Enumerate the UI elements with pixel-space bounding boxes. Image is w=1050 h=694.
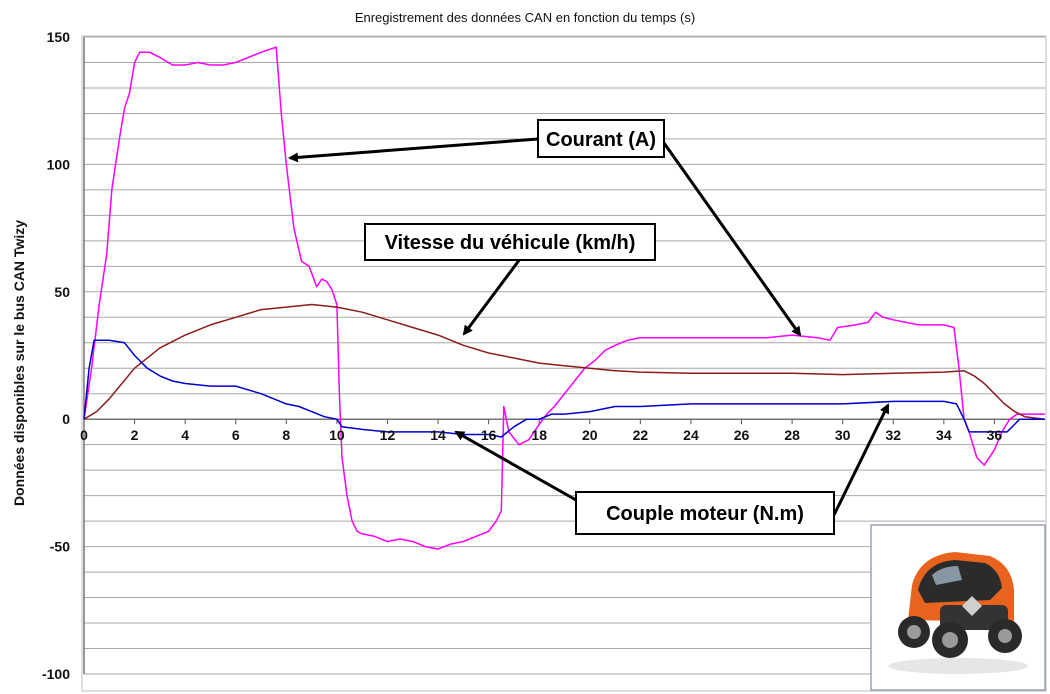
couple-callout-box <box>575 491 835 535</box>
y-axis-label: Données disponibles sur le bus CAN Twizy <box>11 220 27 506</box>
tick-labels: 0 2 4 6 8 10 12 14 16 18 20 22 24 26 28 30 32 34 361501005… <box>42 29 1002 682</box>
x-tick-label: 0 <box>80 427 88 443</box>
y-tick-label: 0 <box>62 411 70 427</box>
series-lines <box>83 46 1046 550</box>
x-tick-label: 4 <box>181 427 189 443</box>
series-line-vitesse-du-v-hicule-km-h <box>83 303 1046 420</box>
x-tick-label: 8 <box>282 427 290 443</box>
x-tick-label: 10 <box>329 427 345 443</box>
x-tick-label: 32 <box>885 427 901 443</box>
series-line-couple-moteur-n-m <box>83 339 1045 438</box>
x-tick-label: 30 <box>835 427 851 443</box>
courant-arrow-1 <box>288 137 539 163</box>
x-tick-label: 18 <box>531 427 547 443</box>
x-tick-label: 20 <box>582 427 598 443</box>
x-tick-label: 24 <box>683 427 699 443</box>
x-tick-label: 6 <box>232 427 240 443</box>
couple-callout-label: Couple moteur (N.m) <box>606 503 804 525</box>
plot-border <box>81 35 1047 692</box>
x-tick-label: 2 <box>131 427 139 443</box>
x-tick-label: 22 <box>633 427 649 443</box>
x-tick-label: 12 <box>380 427 396 443</box>
courant-callout-box <box>537 119 665 158</box>
x-tick-label: 14 <box>430 427 446 443</box>
y-tick-label: -50 <box>50 539 70 555</box>
vitesse-callout-box <box>364 223 656 261</box>
x-tick-label: 28 <box>784 427 800 443</box>
x-tick-label: 16 <box>481 427 497 443</box>
vitesse-callout-label: Vitesse du véhicule (km/h) <box>385 232 636 254</box>
axes <box>83 37 1045 674</box>
x-tick-label: 34 <box>936 427 952 443</box>
x-tick-label: 26 <box>734 427 750 443</box>
annotations: Courant (A) Vitesse du véhicule (km/h) C… <box>288 119 890 535</box>
twizy-car-image <box>870 524 1046 691</box>
vitesse-arrow <box>462 258 522 336</box>
courant-arrow-2 <box>662 142 802 337</box>
series-line-courant-a <box>83 46 1045 550</box>
y-tick-label: 100 <box>47 156 71 172</box>
couple-arrow-2 <box>832 403 890 516</box>
y-tick-label: 50 <box>54 284 70 300</box>
courant-callout-label: Courant (A) <box>546 129 656 151</box>
y-tick-label: -100 <box>42 666 70 682</box>
x-tick-label: 36 <box>987 427 1003 443</box>
y-tick-label: 150 <box>47 29 71 45</box>
couple-arrow-1 <box>454 430 577 502</box>
chart-title: Enregistrement des données CAN en foncti… <box>355 10 695 25</box>
